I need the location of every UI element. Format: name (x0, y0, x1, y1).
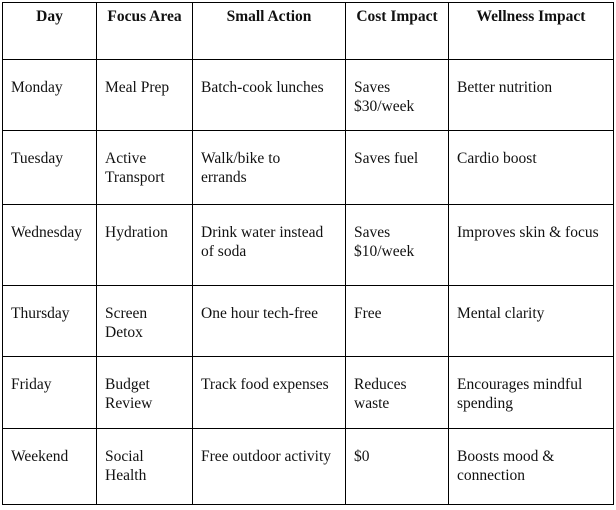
cell-small-action: Batch-cook lunches (192, 59, 346, 131)
cell-small-action: Drink water instead of soda (192, 204, 346, 286)
cell-small-action: Track food expenses (192, 356, 346, 429)
cell-cost-impact: Saves fuel (345, 130, 449, 205)
cell-focus-area: Hydration (96, 204, 193, 286)
table-row-friday: Friday Budget Review Track food expenses… (2, 356, 614, 429)
cell-wellness-impact: Boosts mood & connection (448, 428, 614, 505)
weekly-wellness-table: Day Focus Area Small Action Cost Impact … (2, 2, 614, 505)
header-cell-cost-impact: Cost Impact (345, 2, 449, 60)
cell-focus-area: Meal Prep (96, 59, 193, 131)
cell-day: Weekend (2, 428, 97, 505)
cell-small-action: Free outdoor activity (192, 428, 346, 505)
table-row-weekend: Weekend Social Health Free outdoor activ… (2, 428, 614, 505)
table-header-row: Day Focus Area Small Action Cost Impact … (2, 2, 614, 60)
cell-cost-impact: Saves $30/week (345, 59, 449, 131)
table-row-thursday: Thursday Screen Detox One hour tech-free… (2, 285, 614, 357)
cell-cost-impact: Reduces waste (345, 356, 449, 429)
table-row-tuesday: Tuesday Active Transport Walk/bike to er… (2, 130, 614, 205)
header-cell-day: Day (2, 2, 97, 60)
cell-day: Monday (2, 59, 97, 131)
cell-day: Tuesday (2, 130, 97, 205)
cell-wellness-impact: Cardio boost (448, 130, 614, 205)
cell-day: Friday (2, 356, 97, 429)
header-cell-focus-area: Focus Area (96, 2, 193, 60)
cell-wellness-impact: Mental clarity (448, 285, 614, 357)
cell-day: Thursday (2, 285, 97, 357)
cell-day: Wednesday (2, 204, 97, 286)
table-row-wednesday: Wednesday Hydration Drink water instead … (2, 204, 614, 286)
header-cell-wellness-impact: Wellness Impact (448, 2, 614, 60)
cell-focus-area: Social Health (96, 428, 193, 505)
table-row-monday: Monday Meal Prep Batch-cook lunches Save… (2, 59, 614, 131)
cell-small-action: One hour tech-free (192, 285, 346, 357)
header-cell-small-action: Small Action (192, 2, 346, 60)
cell-cost-impact: Saves $10/week (345, 204, 449, 286)
cell-cost-impact: Free (345, 285, 449, 357)
cell-focus-area: Screen Detox (96, 285, 193, 357)
cell-wellness-impact: Better nutrition (448, 59, 614, 131)
cell-cost-impact: $0 (345, 428, 449, 505)
cell-wellness-impact: Encourages mindful spending (448, 356, 614, 429)
cell-wellness-impact: Improves skin & focus (448, 204, 614, 286)
cell-focus-area: Active Transport (96, 130, 193, 205)
cell-small-action: Walk/bike to errands (192, 130, 346, 205)
cell-focus-area: Budget Review (96, 356, 193, 429)
